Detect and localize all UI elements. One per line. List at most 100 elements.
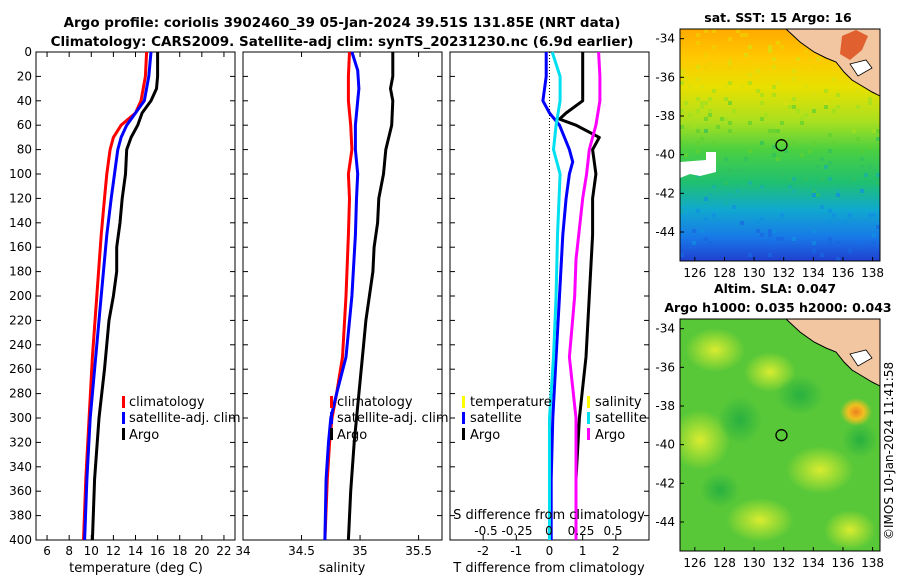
sst-pixel	[696, 109, 700, 113]
legend-label-satellite: satellite-adj. clim	[337, 411, 449, 426]
y-tick-label: 200	[9, 289, 32, 303]
y-tick-label: 240	[9, 338, 32, 352]
sst-pixel	[796, 57, 800, 61]
sst-pixel	[812, 193, 816, 197]
y-tick-label: 120	[9, 191, 32, 205]
legend-label-satellite: satellite	[470, 411, 522, 426]
sst-pixel	[876, 181, 880, 185]
sst-pixel	[712, 45, 716, 49]
temperature-lines	[82, 51, 160, 541]
sst-pixel	[800, 117, 804, 121]
sst-pixel	[772, 85, 776, 89]
sst-pixel	[812, 229, 816, 233]
lat-tick-label: -42	[655, 186, 675, 200]
sst-missing-data	[680, 152, 716, 178]
sst-map-frame	[679, 28, 881, 262]
legend-swatch-argo	[462, 428, 465, 440]
y-tick-label: 100	[9, 167, 32, 181]
sst-pixel	[736, 169, 740, 173]
sst-pixel	[780, 121, 784, 125]
sst-pixel	[868, 97, 872, 101]
y-tick-label: 140	[9, 216, 32, 230]
sst-pixel	[692, 125, 696, 129]
legend-swatch-temperature	[462, 396, 465, 408]
sst-pixel	[804, 85, 808, 89]
temperature-legend: climatology satellite-adj. clim Argo	[122, 395, 241, 443]
sst-pixel	[768, 129, 772, 133]
sst-pixel	[704, 237, 708, 241]
sst-pixel	[700, 229, 704, 233]
x-tick-label: 16	[150, 544, 165, 558]
sst-pixel	[776, 93, 780, 97]
difference-legend-left: temperature satellite Argo	[462, 395, 552, 443]
lat-tick-label: -36	[655, 360, 675, 374]
sst-pixel	[852, 129, 856, 133]
sst-pixel	[792, 93, 796, 97]
s-tick-label: 0.5	[603, 524, 622, 538]
x-tick-label: 2	[612, 544, 620, 558]
sla-map: Altim. SLA: 0.047 Argo h1000: 0.035 h200…	[655, 281, 891, 570]
figure-title-line2: Climatology: CARS2009. Satellite-adj cli…	[51, 34, 634, 50]
sst-pixel	[780, 237, 784, 241]
x-tick-label: 35	[352, 544, 367, 558]
y-tick-label: 300	[9, 411, 32, 425]
x-tick-label: 34	[235, 544, 250, 558]
sst-pixel	[688, 245, 692, 249]
sla-map-title-line2: Argo h1000: 0.035 h2000: 0.043	[664, 300, 891, 315]
sst-pixel	[808, 57, 812, 61]
lon-tick-label: 130	[743, 266, 766, 280]
sst-pixel	[696, 209, 700, 213]
sst-pixel	[800, 121, 804, 125]
x-tick-label: 35.5	[405, 544, 432, 558]
sst-pixel	[792, 77, 796, 81]
sst-pixel	[680, 125, 684, 129]
sst-pixel	[832, 141, 836, 145]
sst-pixel	[856, 245, 860, 249]
sst-pixel	[680, 73, 684, 77]
sst-pixel	[696, 97, 700, 101]
sst-pixel	[780, 213, 784, 217]
sst-pixel	[728, 65, 732, 69]
salinity-ticks: 34 34.5 35 35.5	[235, 51, 442, 558]
sst-pixel	[812, 65, 816, 69]
sst-pixel	[836, 93, 840, 97]
sst-pixel	[836, 241, 840, 245]
sst-pixel	[696, 41, 700, 45]
sla-map-frame	[679, 318, 881, 552]
sla-land	[785, 319, 880, 387]
sst-pixel	[700, 105, 704, 109]
y-tick-label: 20	[17, 69, 32, 83]
sst-pixel	[684, 101, 688, 105]
sst-pixel	[872, 233, 876, 237]
sst-map-ticks: 126 128 130 132 134 136 138 -34 -36 -38 -40 -42 -44	[655, 32, 884, 280]
x-tick-label: 8	[65, 544, 73, 558]
sst-pixel	[856, 105, 860, 109]
sst-pixel	[756, 69, 760, 73]
sst-pixel	[788, 177, 792, 181]
sst-pixel	[716, 125, 720, 129]
legend-label-salinity: salinity	[595, 395, 642, 410]
sst-pixel	[704, 129, 708, 133]
sla-argo-marker	[775, 429, 788, 442]
sst-pixel	[836, 193, 840, 197]
sst-pixel	[696, 141, 700, 145]
series-temperature-satellite	[541, 52, 575, 540]
temperature-xlabel: temperature (deg C)	[69, 561, 203, 576]
legend-label-s-satellite: satellite	[595, 411, 647, 426]
sst-pixel	[724, 201, 728, 205]
x-tick-label: 20	[194, 544, 209, 558]
sst-pixel	[700, 85, 704, 89]
sst-pixel	[836, 257, 840, 261]
sst-island	[849, 59, 873, 77]
sst-pixel	[740, 169, 744, 173]
sst-pixel	[812, 93, 816, 97]
s-difference-label: S difference from climatology	[453, 508, 645, 523]
sst-pixel	[816, 165, 820, 169]
sst-pixel	[688, 85, 692, 89]
sst-pixel	[832, 109, 836, 113]
sst-pixel	[760, 101, 764, 105]
lon-tick-label: 132	[772, 556, 795, 570]
sla-map-ticks: 126 128 130 132 134 136 138 -34 -36 -38 -40 -42 -44	[655, 322, 884, 570]
sst-pixel	[768, 229, 772, 233]
sst-pixel	[856, 137, 860, 141]
